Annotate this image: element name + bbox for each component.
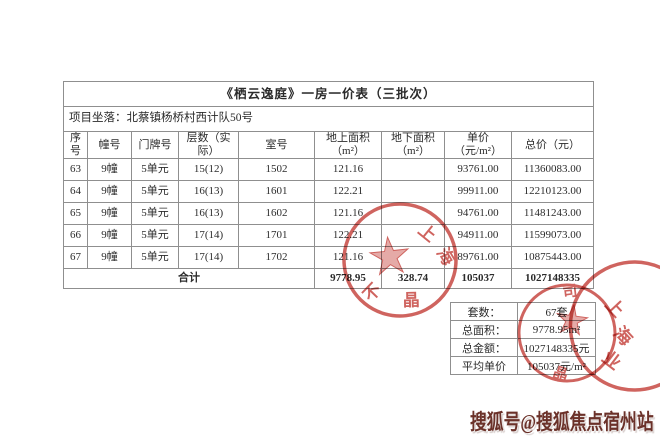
table-cell: 66 xyxy=(63,224,88,247)
col-header: 室号 xyxy=(238,131,315,159)
table-cell: 1702 xyxy=(238,246,315,269)
table-row: 63 9幢 5单元 15(12) 1502 121.16 93761.00 11… xyxy=(63,158,595,181)
table-cell: 94761.00 xyxy=(444,202,512,225)
total-unit-price: 105037 xyxy=(444,268,512,289)
document-title: 《栖云逸庭》一房一价表（三批次） xyxy=(62,81,595,107)
summary-label: 总面积： xyxy=(450,320,518,339)
summary-value: 67套 xyxy=(517,302,596,321)
total-above-ground-area: 9778.95 xyxy=(314,268,382,289)
col-header: 单价 （元/m²） xyxy=(444,131,512,159)
table-cell xyxy=(381,202,445,225)
summary-value: 105037元/m² xyxy=(517,356,596,375)
seal-character: 海 xyxy=(609,322,637,349)
table-row: 67 9幢 5单元 17(14) 1702 121.16 89761.00 10… xyxy=(63,246,595,269)
col-header: 层数（实 际） xyxy=(178,131,239,159)
table-cell: 12210123.00 xyxy=(510,180,595,203)
summary-label: 平均单价 xyxy=(450,356,518,375)
table-cell: 122.21 xyxy=(314,180,382,203)
table-cell: 17(14) xyxy=(178,224,239,247)
project-location: 项目坐落：北蔡镇杨桥村西计队50号 xyxy=(62,106,595,132)
table-cell: 93761.00 xyxy=(444,158,512,181)
seal-character: 上 xyxy=(601,294,628,321)
table-cell: 11360083.00 xyxy=(510,158,595,181)
seal-character: 晶 xyxy=(403,291,420,310)
col-header: 序号 xyxy=(63,131,88,159)
table-cell: 5单元 xyxy=(131,158,179,181)
table-cell: 11599073.00 xyxy=(510,224,595,247)
summary-row: 套数： 67套 xyxy=(450,302,596,321)
summary-value: 1027148335元 xyxy=(517,338,596,357)
table-cell: 1601 xyxy=(238,180,315,203)
summary-label: 总金额： xyxy=(450,338,518,357)
table-row: 65 9幢 5单元 16(13) 1602 121.16 94761.00 11… xyxy=(63,202,595,225)
table-cell: 17(14) xyxy=(178,246,239,269)
table-cell: 63 xyxy=(63,158,88,181)
table-cell: 89761.00 xyxy=(444,246,512,269)
col-header: 门牌号 xyxy=(131,131,179,159)
table-cell xyxy=(381,158,445,181)
table-row: 64 9幢 5单元 16(13) 1601 122.21 99911.00 12… xyxy=(63,180,595,203)
project-location-row: 项目坐落：北蔡镇杨桥村西计队50号 xyxy=(62,106,595,132)
table-cell: 9幢 xyxy=(87,224,132,247)
table-cell: 9幢 xyxy=(87,202,132,225)
table-cell: 121.16 xyxy=(314,246,382,269)
table-title-row: 《栖云逸庭》一房一价表（三批次） xyxy=(62,81,595,107)
table-cell: 9幢 xyxy=(87,158,132,181)
table-row: 66 9幢 5单元 17(14) 1701 122.21 94911.00 11… xyxy=(63,224,595,247)
col-header: 总价（元） xyxy=(510,131,595,159)
table-cell: 9幢 xyxy=(87,246,132,269)
total-price: 1027148335 xyxy=(510,268,595,289)
table-cell: 9幢 xyxy=(87,180,132,203)
table-cell: 11481243.00 xyxy=(510,202,595,225)
sohu-watermark-text: 搜狐号@搜狐焦点宿州站 xyxy=(470,410,654,434)
table-cell xyxy=(381,180,445,203)
table-cell: 16(13) xyxy=(178,202,239,225)
table-cell: 5单元 xyxy=(131,202,179,225)
summary-table: 套数： 67套 总面积： 9778.95m² 总金额： 1027148335元 … xyxy=(450,302,596,375)
table-cell: 5单元 xyxy=(131,180,179,203)
table-cell: 5单元 xyxy=(131,246,179,269)
summary-row: 总面积： 9778.95m² xyxy=(450,320,596,339)
table-cell: 10875443.00 xyxy=(510,246,595,269)
col-header: 幢号 xyxy=(87,131,132,159)
col-header: 地上面积 （m²） xyxy=(314,131,382,159)
table-cell: 121.16 xyxy=(314,202,382,225)
summary-label: 套数： xyxy=(450,302,518,321)
col-header: 地下面积 （m²） xyxy=(381,131,445,159)
summary-value: 9778.95m² xyxy=(517,320,596,339)
table-cell: 15(12) xyxy=(178,158,239,181)
table-header-row: 序号 幢号 门牌号 层数（实 际） 室号 地上面积 （m²） 地下面积 （m²）… xyxy=(63,131,595,159)
table-cell: 16(13) xyxy=(178,180,239,203)
table-cell: 65 xyxy=(63,202,88,225)
seal-character: 业 xyxy=(598,347,624,374)
table-cell: 67 xyxy=(63,246,88,269)
table-cell: 94911.00 xyxy=(444,224,512,247)
table-cell: 1602 xyxy=(238,202,315,225)
total-below-ground-area: 328.74 xyxy=(381,268,445,289)
table-cell: 121.16 xyxy=(314,158,382,181)
total-label: 合计 xyxy=(63,268,315,289)
table-cell: 99911.00 xyxy=(444,180,512,203)
table-cell xyxy=(381,224,445,247)
table-cell: 64 xyxy=(63,180,88,203)
summary-row: 总金额： 1027148335元 xyxy=(450,338,596,357)
table-cell: 1502 xyxy=(238,158,315,181)
table-cell: 1701 xyxy=(238,224,315,247)
summary-row: 平均单价 105037元/m² xyxy=(450,356,596,375)
price-table: 《栖云逸庭》一房一价表（三批次） 项目坐落：北蔡镇杨桥村西计队50号 序号 幢号… xyxy=(62,81,595,289)
table-cell: 5单元 xyxy=(131,224,179,247)
table-cell: 122.21 xyxy=(314,224,382,247)
table-cell xyxy=(381,246,445,269)
table-total-row: 合计 9778.95 328.74 105037 1027148335 xyxy=(63,268,595,289)
